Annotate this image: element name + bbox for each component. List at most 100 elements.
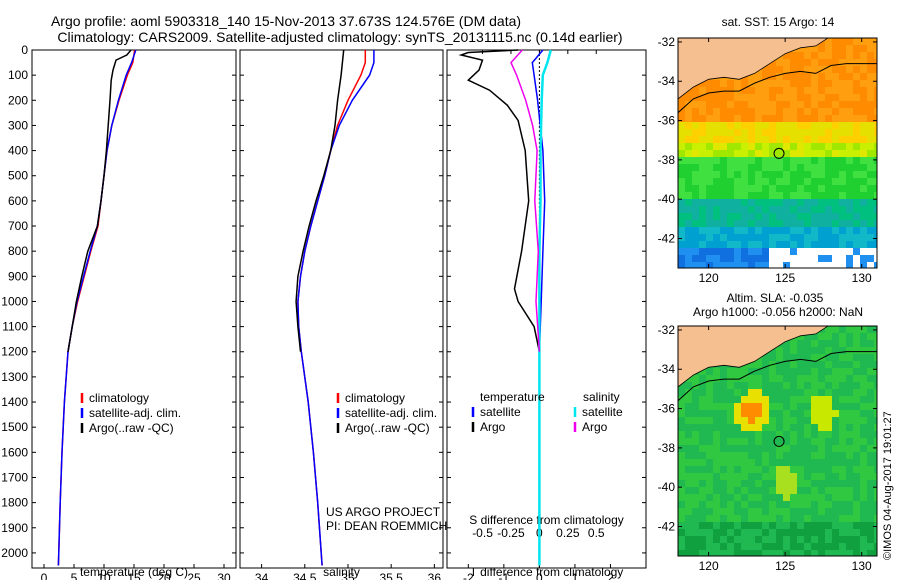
map-cell [748, 73, 756, 81]
map-cell [853, 164, 861, 172]
map-cell [734, 368, 742, 376]
map-cell [720, 403, 728, 411]
map-cell [755, 115, 763, 123]
map-cell [713, 480, 721, 488]
map-cell [832, 466, 840, 474]
map-cell [692, 143, 700, 151]
map-cell [755, 473, 763, 481]
map-cell [839, 164, 847, 172]
map-cell [748, 241, 756, 249]
map-cell [853, 80, 861, 88]
map-cell [839, 38, 847, 46]
map-cell [692, 508, 700, 516]
map-cell [734, 199, 742, 207]
map-cell [699, 150, 707, 158]
map-cell [741, 220, 749, 228]
map-cell [734, 157, 742, 165]
map-cell [685, 382, 693, 390]
map-cell [741, 438, 749, 446]
map-cell [874, 101, 877, 109]
map-cell [846, 129, 854, 137]
map-cell [846, 101, 854, 109]
copyright-label: ©IMOS 04-Aug-2017 19:01:27 [882, 411, 894, 560]
map-cell [727, 206, 735, 214]
map-cell [776, 480, 784, 488]
map-cell [867, 206, 875, 214]
map-cell [853, 382, 861, 390]
map-cell [832, 192, 840, 200]
map-cell [790, 536, 798, 544]
map-cell [706, 480, 714, 488]
map-cell [741, 136, 749, 144]
map-cell [804, 473, 812, 481]
map-cell [853, 473, 861, 481]
map-cell [769, 368, 777, 376]
map-cell [727, 410, 735, 418]
map-cell [811, 333, 819, 341]
map-cell [755, 445, 763, 453]
map-cell [692, 150, 700, 158]
map-cell [839, 326, 847, 334]
map-cell [762, 368, 770, 376]
map-cell [706, 494, 714, 502]
map-cell [832, 382, 840, 390]
map-cell [678, 459, 686, 467]
map-cell [769, 87, 777, 95]
map-cell [860, 94, 868, 102]
map-cell [762, 227, 770, 235]
map-cell [713, 389, 721, 397]
map-cell [755, 501, 763, 509]
map-cell [874, 262, 877, 268]
map-cell [846, 347, 854, 355]
map-cell [874, 494, 877, 502]
map-cell [678, 403, 686, 411]
map-cell [727, 108, 735, 116]
map-cell [839, 354, 847, 362]
map-cell [867, 87, 875, 95]
map-cell [678, 94, 686, 102]
map-cell [846, 501, 854, 509]
x-axis-label: salinity [323, 565, 360, 579]
map-cell [839, 529, 847, 537]
map-cell [818, 59, 826, 67]
map-cell [699, 396, 707, 404]
map-cell [769, 403, 777, 411]
map-cell [818, 157, 826, 165]
map-cell [853, 234, 861, 242]
map-cell [818, 361, 826, 369]
map-cell [797, 438, 805, 446]
map-cell [685, 515, 693, 523]
map-cell [720, 108, 728, 116]
map-cell [790, 234, 798, 242]
map-cell [804, 550, 812, 556]
map-cell [748, 501, 756, 509]
map-cell [769, 438, 777, 446]
map-cell [797, 445, 805, 453]
map-cell [755, 438, 763, 446]
map-cell [874, 164, 877, 172]
map-cell [839, 206, 847, 214]
map-cell [839, 66, 847, 74]
map-cell [699, 368, 707, 376]
map-cell [818, 136, 826, 144]
map-cell [818, 52, 826, 60]
map-cell [825, 424, 833, 432]
map-cell [769, 466, 777, 474]
map-cell [748, 508, 756, 516]
map-cell [790, 206, 798, 214]
map-cell [678, 185, 686, 193]
map-cell [762, 164, 770, 172]
depth-contour [678, 63, 877, 114]
map-cell [685, 543, 693, 551]
map-cell [839, 431, 847, 439]
map-cell [846, 452, 854, 460]
map-cell [727, 122, 735, 130]
map-cell [720, 438, 728, 446]
map-cell [769, 171, 777, 179]
series-line-1 [57, 49, 137, 566]
map-cell [818, 80, 826, 88]
map-cell [762, 543, 770, 551]
map-cell [678, 136, 686, 144]
map-cell [811, 59, 819, 67]
map-cell [804, 199, 812, 207]
